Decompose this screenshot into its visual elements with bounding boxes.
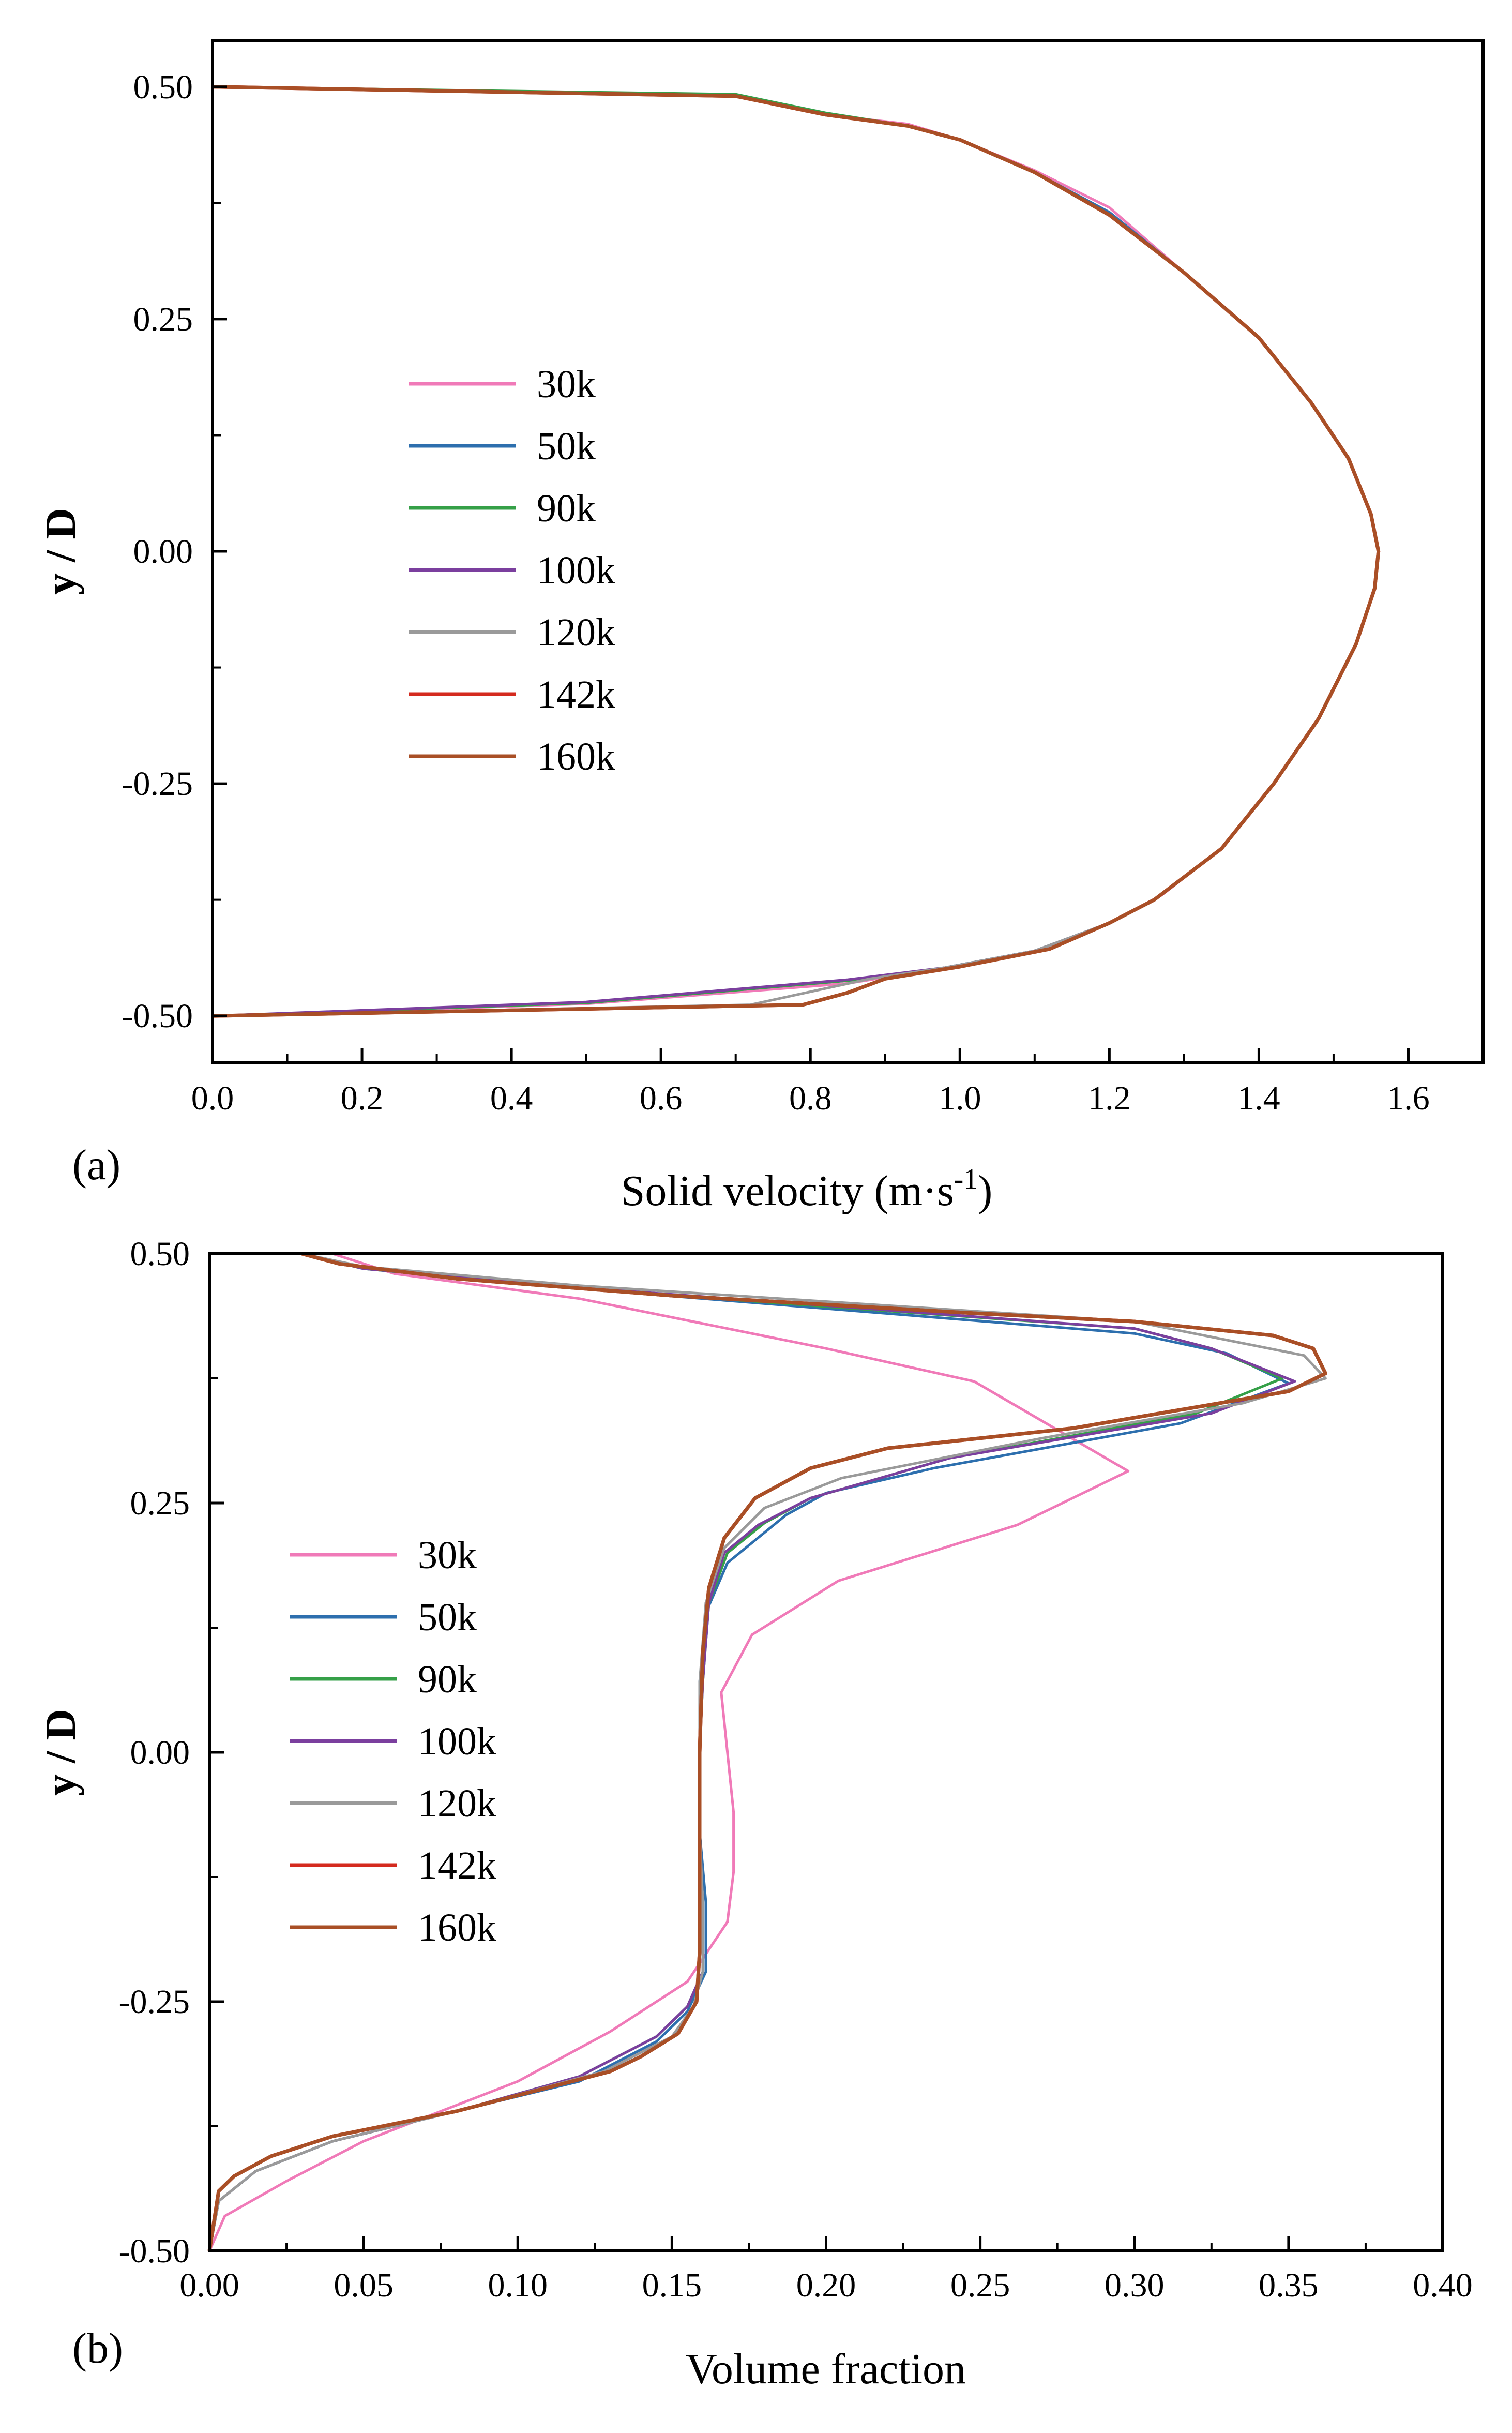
panel-a-legend-label-160k: 160k (537, 735, 615, 778)
panel-b-series-line-100k (208, 1252, 1296, 2251)
panel-b-x-tick-label: 0.15 (642, 2266, 702, 2304)
panel-a-series-line-50k (212, 85, 1380, 1017)
panel-a-label: (a) (72, 1141, 120, 1189)
panel-b-legend-label-90k: 90k (418, 1658, 477, 1701)
panel-b-y-tick-label: 0.25 (130, 1484, 190, 1522)
panel-b-legend-label-142k: 142k (418, 1844, 496, 1887)
panel-b-legend: 30k 50k 90k 100k 120k 142k 160k (290, 1534, 496, 1949)
panel-b-x-tick-label: 0.30 (1105, 2266, 1165, 2304)
panel-b-label: (b) (72, 2324, 123, 2372)
panel-b-legend-label-160k: 160k (418, 1906, 496, 1949)
panel-a-x-tick-label: 1.2 (1088, 1079, 1131, 1117)
panel-a-velocity-chart: 0.0 0.2 0.4 0.6 0.8 1.0 1.2 1.4 1.6 0.50 0.25 0.00 -… (37, 39, 1485, 1215)
panel-a-x-tick-label: 1.6 (1387, 1079, 1430, 1117)
panel-b-series-line-30k (208, 1252, 1130, 2252)
panel-b-x-tick-label: 0.25 (950, 2266, 1010, 2304)
panel-a-axes: 0.0 0.2 0.4 0.6 0.8 1.0 1.2 1.4 1.6 0.50 0.25 0.00 -… (122, 68, 1430, 1117)
panel-a-legend-label-120k: 120k (537, 611, 615, 654)
panel-b-legend-label-120k: 120k (418, 1782, 496, 1825)
panel-a-x-tick-label: 1.0 (939, 1079, 981, 1117)
panel-b-x-tick-label: 0.00 (179, 2266, 239, 2304)
panel-b-series-line-50k (208, 1252, 1290, 2251)
panel-a-x-tick-label: 0.4 (490, 1079, 533, 1117)
panel-a-series-line-90k (212, 85, 1380, 1017)
panel-b-legend-label-30k: 30k (418, 1534, 477, 1577)
panel-b-y-tick-label: -0.25 (119, 1983, 190, 2021)
panel-b-xlabel-main: Volume fraction (686, 2345, 966, 2393)
panel-a-legend-label-142k: 142k (537, 673, 615, 716)
panel-b-ylabel: y / D (37, 1709, 85, 1796)
panel-a-legend-label-50k: 50k (537, 425, 596, 468)
panel-a-y-tick-label: -0.50 (122, 997, 193, 1035)
panel-a-y-tick-label: 0.50 (133, 68, 193, 106)
panel-b-series-line-90k (208, 1252, 1284, 2251)
panel-b-series-line-160k (207, 1252, 1327, 2251)
panel-b-x-tick-label: 0.20 (796, 2266, 856, 2304)
panel-b-series-lines (207, 1252, 1327, 2252)
panel-a-legend: 30k 50k 90k 100k 120k 142k 160k (409, 363, 615, 778)
panel-a-ylabel: y / D (37, 508, 85, 595)
panel-a-series-line-120k (212, 85, 1380, 1017)
panel-b-plot-frame (208, 1252, 1444, 2252)
panel-b-x-tick-label: 0.10 (488, 2266, 548, 2304)
panel-b-y-tick-label: 0.00 (130, 1734, 190, 1771)
panel-a-x-tick-label: 0.6 (640, 1079, 683, 1117)
panel-a-x-tick-label: 0.8 (789, 1079, 832, 1117)
panel-a-series-line-160k (212, 85, 1381, 1018)
panel-a-series-line-30k (212, 85, 1380, 1017)
panel-a-y-tick-label: -0.25 (122, 765, 193, 803)
panel-b-legend-label-100k: 100k (418, 1720, 496, 1763)
panel-b-y-tick-label: -0.50 (119, 2232, 190, 2270)
panel-a-xlabel-sup: -1 (954, 1163, 978, 1195)
panel-a-series-line-142k (212, 85, 1381, 1018)
panel-a-plot-frame (211, 39, 1485, 1064)
panel-b-x-tick-label: 0.40 (1413, 2266, 1473, 2304)
panel-a-x-tick-label: 1.4 (1237, 1079, 1280, 1117)
panel-b-volume-fraction-chart: 0.00 0.05 0.10 0.15 0.20 0.25 0.30 0.35 0.40 0.50… (37, 1235, 1473, 2393)
panel-b-x-tick-label: 0.35 (1259, 2266, 1319, 2304)
panel-a-series-line-100k (212, 85, 1380, 1017)
panel-a-x-tick-label: 0.2 (341, 1079, 384, 1117)
panel-b-x-tick-label: 0.05 (334, 2266, 394, 2304)
panel-b-axes: 0.00 0.05 0.10 0.15 0.20 0.25 0.30 0.35 0.40 0.50… (119, 1235, 1473, 2304)
panel-a-series-lines (212, 85, 1381, 1018)
panel-b-legend-label-50k: 50k (418, 1596, 477, 1639)
panel-a-legend-label-90k: 90k (537, 487, 596, 530)
panel-a-x-tick-label: 0.0 (191, 1079, 234, 1117)
panel-b-series-line-142k (207, 1252, 1327, 2251)
panel-a-legend-label-100k: 100k (537, 549, 615, 592)
panel-a-xlabel: Solid velocity (m·s-1) (621, 1163, 993, 1215)
panel-b-y-tick-label: 0.50 (130, 1235, 190, 1273)
panel-a-y-tick-label: 0.00 (133, 533, 193, 570)
panel-a-y-tick-label: 0.25 (133, 301, 193, 338)
panel-b-xlabel: Volume fraction (686, 2345, 966, 2393)
panel-a-xlabel-main: Solid velocity (m·s (621, 1167, 954, 1215)
panel-a-xlabel-tail: ) (978, 1167, 992, 1215)
panel-a-legend-label-30k: 30k (537, 363, 596, 406)
panel-b-series-line-120k (208, 1252, 1327, 2251)
